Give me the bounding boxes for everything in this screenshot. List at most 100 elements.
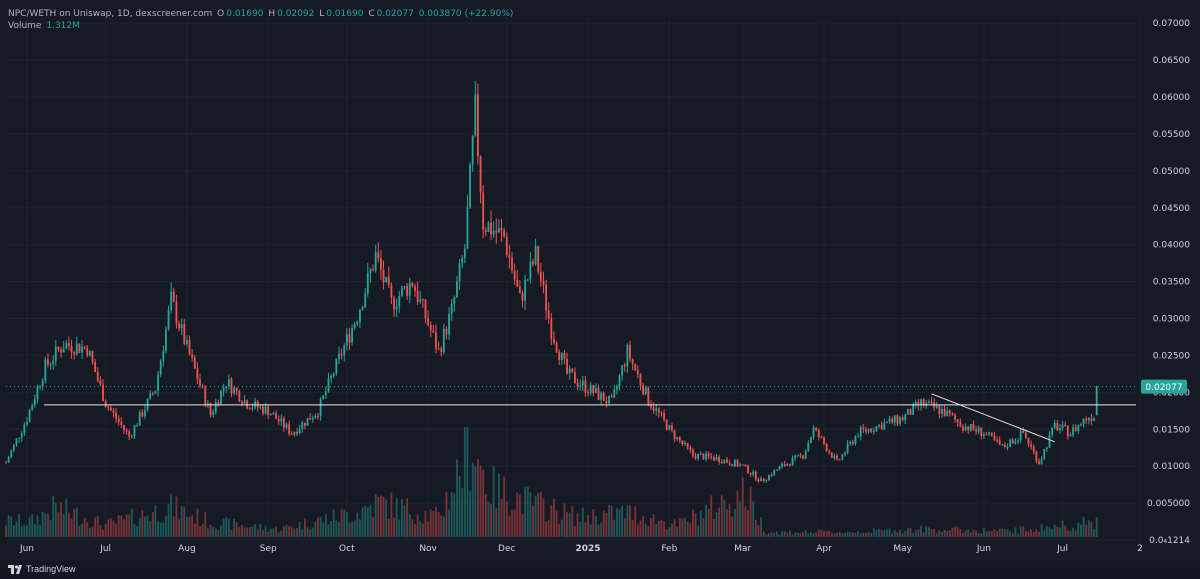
candle-body (550, 318, 553, 339)
volume-bar (1022, 526, 1025, 537)
candle-body (10, 450, 13, 458)
volume-bar (1093, 528, 1095, 537)
candle-body (613, 389, 616, 398)
volume-bar (54, 503, 57, 537)
volume-bar (209, 524, 212, 537)
candle-body (94, 361, 97, 373)
candle-body (162, 350, 165, 361)
volume-bar (319, 517, 322, 537)
volume-bar (395, 497, 398, 537)
candle-body (644, 387, 647, 395)
volume-bar (534, 495, 537, 537)
candle-body (707, 453, 710, 457)
candle-body (463, 248, 466, 258)
candle-body (138, 412, 141, 426)
candle-body (846, 443, 849, 453)
volume-bar (613, 519, 616, 537)
candle-body (96, 372, 99, 381)
candle-body (222, 387, 225, 391)
candle-body (925, 402, 928, 406)
volume-bar (115, 523, 118, 537)
volume-bar (962, 533, 964, 537)
candle-body (99, 380, 102, 385)
volume-bar (823, 531, 825, 537)
volume-bar (920, 525, 922, 537)
candlestick-chart[interactable]: 0.07000 0.06500 0.06000 0.05500 0.05000 0.045… (0, 0, 1200, 561)
volume-bar (1006, 529, 1009, 537)
volume-bar (741, 477, 744, 537)
candle-body (151, 393, 154, 395)
tradingview-logo[interactable]: TradingView (8, 564, 76, 574)
candle-body (351, 328, 353, 343)
candle-body (123, 425, 125, 430)
candle-body (193, 357, 196, 369)
candle-body (400, 287, 403, 297)
candle-body (1024, 432, 1027, 438)
candle-body (823, 437, 825, 445)
volume-bar (867, 532, 870, 537)
volume-bar (248, 527, 251, 537)
volume-bar (222, 518, 225, 537)
volume-bar (804, 530, 807, 537)
candle-body (115, 412, 118, 419)
volume-bar (736, 490, 739, 537)
volume-bar (1066, 530, 1069, 537)
candle-body (1014, 440, 1017, 444)
volume-bar (81, 523, 83, 537)
volume-bar (809, 532, 812, 537)
volume-bar (233, 518, 236, 537)
candle-body (44, 359, 47, 381)
volume-bar (293, 528, 296, 537)
volume-bar (353, 520, 356, 537)
volume-bar (144, 516, 146, 537)
candle-body (927, 401, 930, 403)
candle-body (956, 419, 959, 423)
y-tick-label: 0.03000 (1153, 315, 1190, 325)
candle-body (967, 426, 970, 431)
volume-bar (749, 486, 752, 537)
candle-body (865, 429, 867, 432)
candle-body (1043, 448, 1046, 459)
candle-body (524, 279, 527, 301)
trend-line[interactable] (931, 393, 1055, 443)
volume-bar (199, 525, 201, 537)
volume-bar (146, 515, 149, 537)
footer-bar: TradingView (0, 561, 1200, 579)
candle-body (324, 391, 327, 396)
volume-bar (280, 530, 283, 537)
volume-bar (513, 509, 516, 537)
volume-bar (458, 475, 461, 537)
candle-body (387, 276, 390, 286)
volume-bar (857, 531, 860, 537)
price-axis[interactable]: 0.07000 0.06500 0.06000 0.05500 0.05000 0.045… (1141, 19, 1190, 546)
volume-bar (712, 519, 715, 537)
candle-body (65, 343, 68, 349)
volume-bar (456, 459, 458, 537)
volume-bar (587, 515, 589, 537)
volume-bar (773, 533, 776, 537)
candle-body (741, 464, 744, 466)
candle-body (1053, 422, 1056, 428)
volume-bar (917, 529, 920, 537)
candle-body (60, 349, 62, 353)
volume-bar (657, 520, 660, 537)
brand-name: TradingView (26, 564, 76, 574)
volume-bar (1014, 527, 1017, 537)
volume-bar (136, 526, 139, 537)
candle-body (372, 269, 374, 271)
candle-body (996, 439, 998, 441)
time-axis[interactable]: Jun Jul Aug Sep Oct Nov Dec 2025 Feb Mar Apr May Jun… (19, 544, 1143, 554)
volume-bar (589, 524, 592, 537)
volume-bar (301, 529, 304, 537)
volume-bar (1069, 530, 1072, 537)
candle-body (149, 393, 152, 399)
candle-body (553, 338, 555, 343)
candle-body (681, 440, 684, 445)
candle-body (212, 411, 215, 415)
y-tick-label: 0.0₄1214 (1149, 536, 1190, 546)
candle-body (497, 227, 500, 233)
volume-bar (684, 517, 686, 537)
volume-bar (70, 518, 73, 537)
volume-bar (566, 511, 568, 537)
